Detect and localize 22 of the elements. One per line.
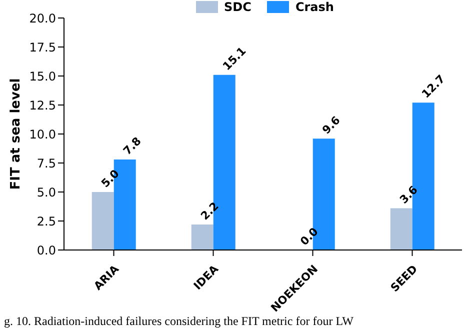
y-tick-label: 5.0: [36, 185, 56, 200]
data-label: 0.0: [298, 224, 322, 248]
data-label: 5.0: [98, 166, 122, 190]
y-axis-title: FIT at sea level: [8, 78, 24, 190]
data-label: 2.2: [198, 200, 222, 223]
y-tick-label: 12.5: [29, 98, 56, 112]
legend-label: SDC: [223, 0, 252, 14]
y-tick-label: 10.0: [29, 127, 56, 142]
y-tick-label: 0.0: [36, 243, 56, 258]
bar: [390, 208, 412, 250]
y-tick-label: 7.5: [36, 156, 56, 170]
data-label: 3.6: [397, 183, 421, 206]
data-label: 7.8: [120, 134, 144, 158]
legend-label: Crash: [294, 0, 334, 14]
text: g. 10. Radiation-induced failures considering the FIT metric for four LW: [4, 314, 354, 328]
y-tick-label: 20.0: [29, 11, 56, 26]
bar: [92, 192, 114, 250]
y-tick-label: 17.5: [29, 40, 56, 54]
bar: [191, 224, 214, 250]
y-tick-label: 2.5: [36, 214, 56, 228]
data-label: 9.6: [320, 114, 344, 137]
y-tick-label: 15.0: [29, 69, 56, 84]
